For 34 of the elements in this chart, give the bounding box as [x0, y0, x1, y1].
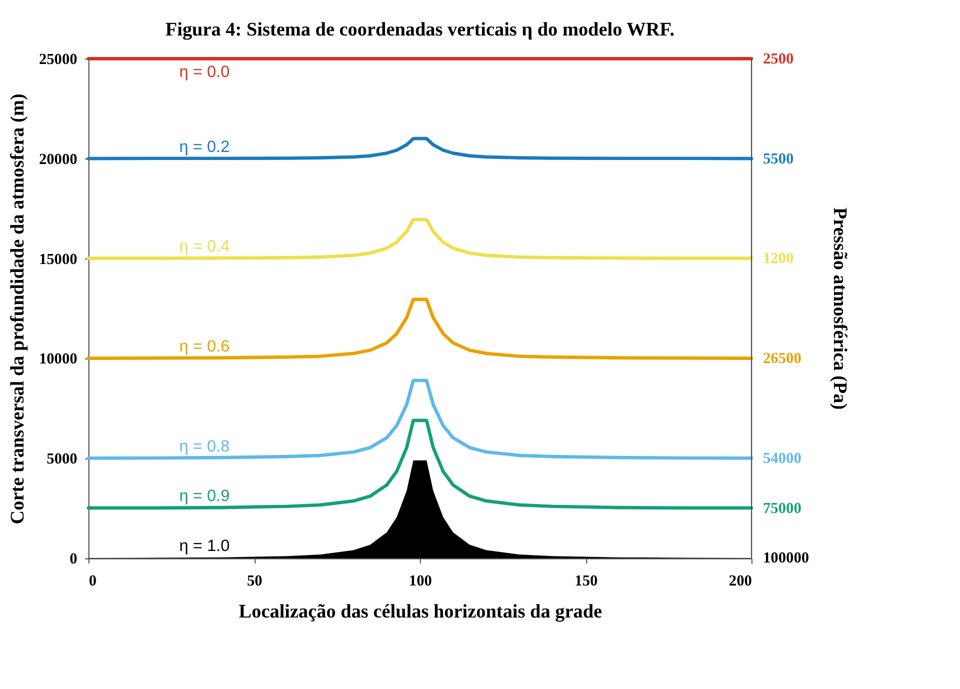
x-axis-title: Localização das células horizontais da grade [238, 601, 603, 622]
text: 2500 [763, 50, 794, 68]
y2-axis-title: Pressão atmosférica (Pa) [829, 207, 850, 410]
text: 54000 [763, 450, 802, 468]
text: 1200 [763, 250, 794, 268]
text: 75000 [763, 500, 802, 517]
series-label: η = 0.2 [179, 138, 230, 156]
series-label: η = 0.6 [179, 338, 230, 356]
x-tick-label: 50 [246, 572, 263, 590]
x-tick-label: 0 [88, 572, 97, 590]
text: 5500 [763, 150, 794, 168]
line-series [86, 418, 754, 510]
x-tick-label: 150 [574, 572, 598, 590]
y-tick-label: 15000 [38, 250, 78, 268]
text: 26500 [763, 350, 802, 368]
y-tick-label: 5000 [46, 450, 78, 468]
x-tick-label: 100 [408, 572, 432, 590]
series-label: η = 1.0 [179, 537, 230, 556]
line-series [86, 298, 754, 360]
y-tick-label: 20000 [38, 150, 78, 168]
x-tick-label: 200 [728, 572, 752, 590]
line-series [86, 218, 754, 260]
y-tick-label: 25000 [38, 50, 78, 68]
series-label: η = 0.8 [179, 437, 230, 456]
y-tick-label: 10000 [38, 350, 78, 368]
text: 100000 [763, 550, 810, 567]
line-series [86, 378, 754, 460]
series-label: η = 0.4 [179, 238, 230, 256]
series-label: η = 0.0 [179, 62, 230, 81]
chart-title: Figura 4: Sistema de coordenadas verticais η do modelo WRF. [165, 20, 674, 41]
line-series [86, 136, 754, 160]
series-label: η = 0.9 [179, 487, 230, 506]
y-tick-label: 0 [70, 550, 78, 568]
y-axis-title: Corte transversal da profundidade da atmosfera (m) [8, 94, 29, 524]
